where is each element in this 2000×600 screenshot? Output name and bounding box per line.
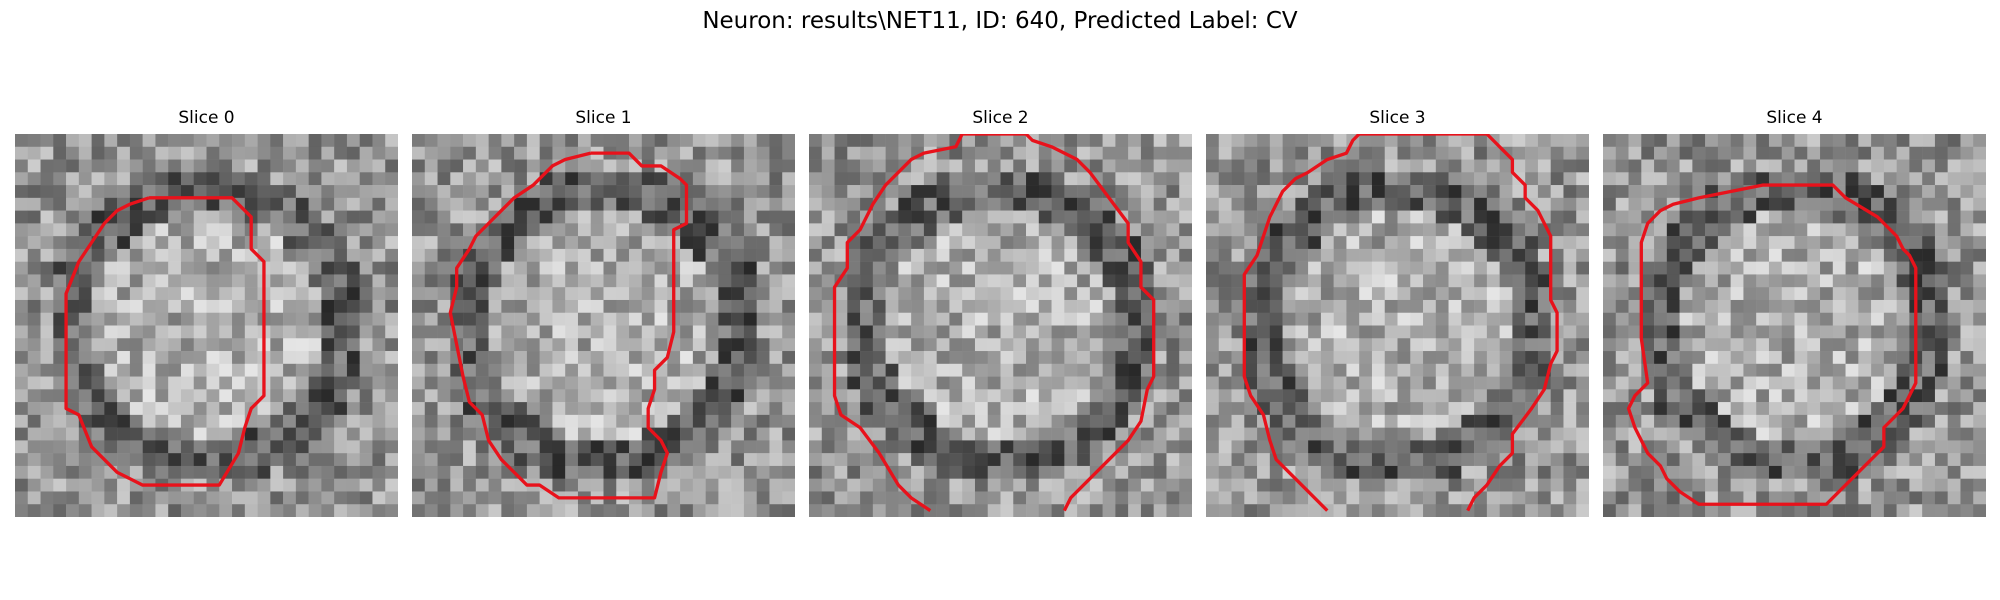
slice-3-pixels bbox=[1206, 134, 1589, 517]
slice-0-contour bbox=[64, 196, 266, 487]
figure-title: Neuron: results\NET11, ID: 640, Predicte… bbox=[702, 8, 1298, 34]
slice-0-pixels bbox=[15, 134, 398, 517]
panel-title-4: Slice 4 bbox=[1766, 108, 1823, 128]
panel-title-0: Slice 0 bbox=[178, 108, 235, 128]
slice-4-image bbox=[1603, 134, 1986, 517]
panel-title-3: Slice 3 bbox=[1369, 108, 1426, 128]
slice-1-image bbox=[412, 134, 795, 517]
slice-2-image bbox=[809, 134, 1192, 517]
slice-2-pixels bbox=[809, 134, 1192, 517]
slice-4-pixels bbox=[1603, 134, 1986, 517]
slice-3-contour bbox=[1242, 134, 1559, 512]
slice-2-contour bbox=[832, 134, 1156, 512]
slice-0-image bbox=[15, 134, 398, 517]
slice-4-contour bbox=[1626, 183, 1918, 506]
panel-title-1: Slice 1 bbox=[575, 108, 632, 128]
slice-1-pixels bbox=[412, 134, 795, 517]
slice-3-image bbox=[1206, 134, 1589, 517]
panel-title-2: Slice 2 bbox=[972, 108, 1029, 128]
slice-1-contour bbox=[448, 151, 689, 500]
